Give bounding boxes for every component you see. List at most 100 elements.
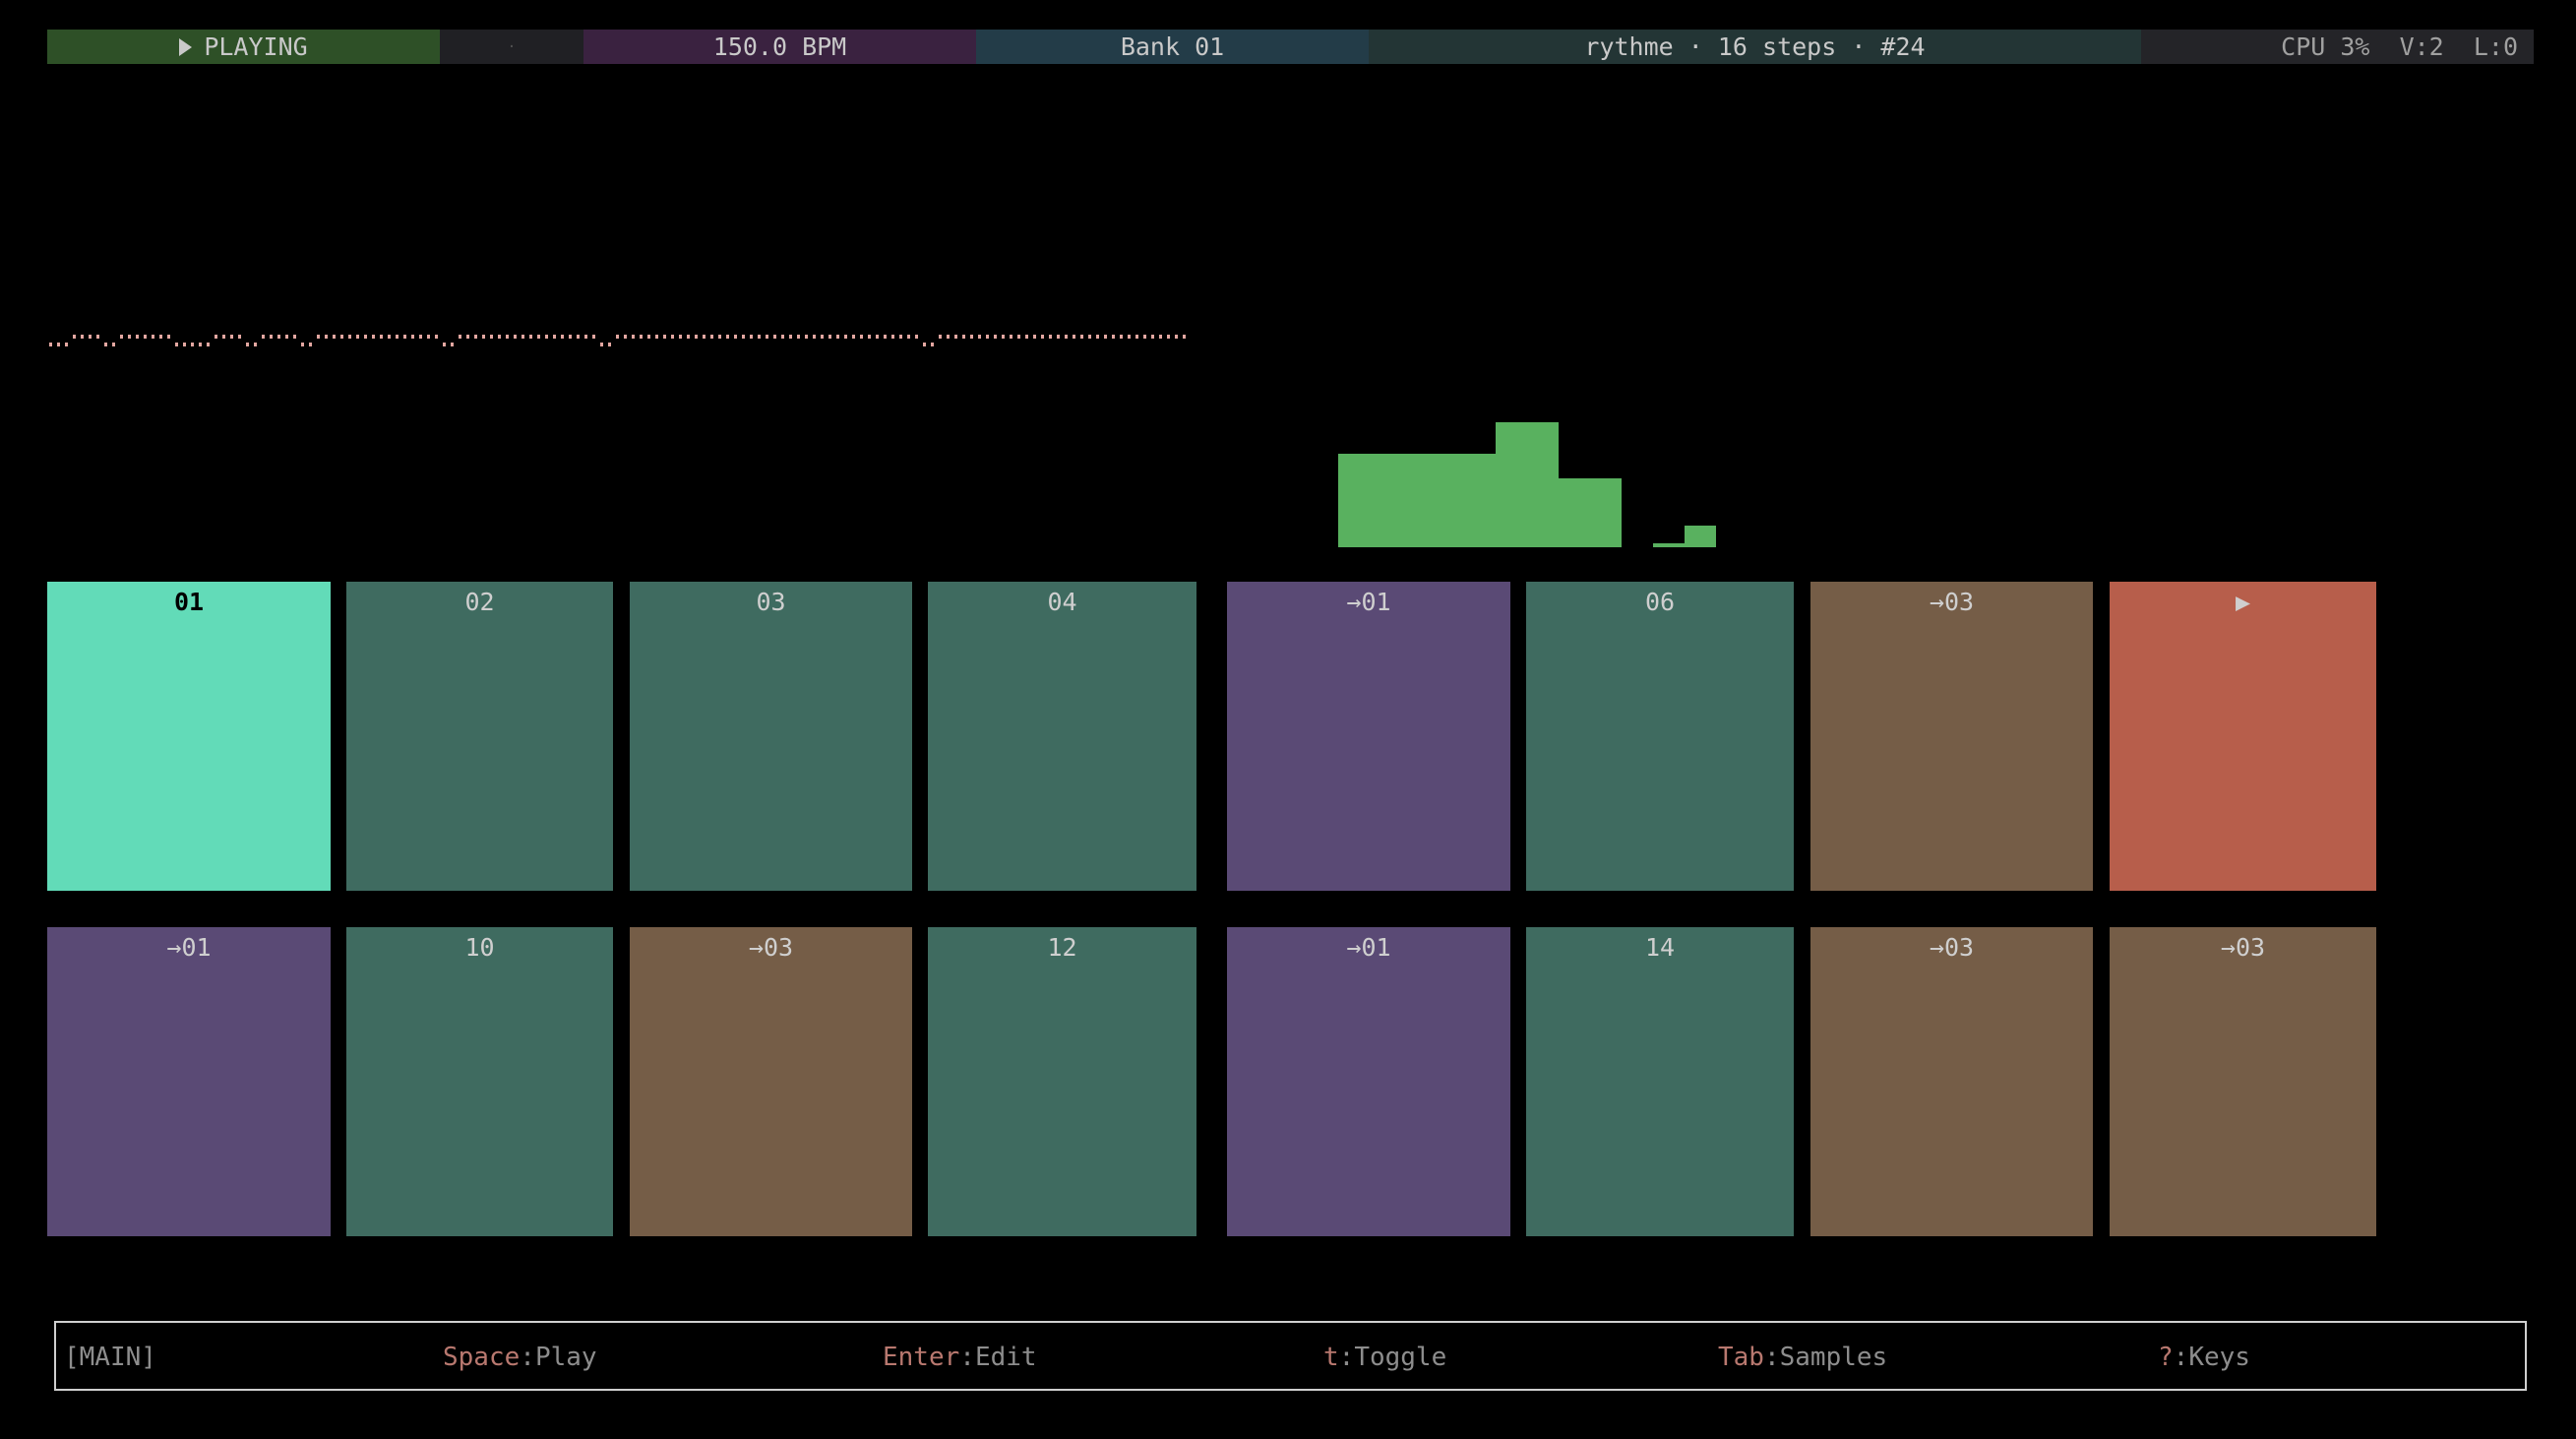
waveform-dot — [907, 335, 910, 339]
pad-label: 01 — [173, 588, 205, 616]
waveform-dot — [506, 335, 509, 339]
pad-4[interactable]: 04 — [928, 582, 1196, 891]
waveform-dot — [1010, 335, 1012, 339]
waveform-dot — [356, 335, 359, 339]
waveform-dot — [191, 343, 194, 346]
waveform-dot — [1065, 335, 1068, 339]
waveform-dot — [640, 335, 643, 339]
waveform-dot — [152, 335, 154, 339]
play-state[interactable]: PLAYING — [47, 30, 440, 64]
waveform-dot — [490, 335, 493, 339]
waveform-dot — [419, 335, 422, 339]
waveform-dot — [781, 335, 784, 339]
pad-8[interactable]: ▶ — [2110, 582, 2376, 891]
waveform-dot — [710, 335, 713, 339]
waveform-dot — [380, 335, 383, 339]
waveform-dot — [758, 335, 761, 339]
waveform-dot — [742, 335, 745, 339]
hint-action: Keys — [2188, 1343, 2250, 1372]
meter-bar — [1653, 543, 1685, 547]
pad-12[interactable]: 12 — [928, 927, 1196, 1236]
waveform-dot — [403, 335, 406, 339]
pad-6[interactable]: 06 — [1526, 582, 1794, 891]
meter-bar — [1685, 526, 1716, 547]
meter-bar — [1433, 454, 1464, 547]
hint-key: Enter — [883, 1343, 960, 1372]
waveform-dot — [592, 335, 595, 339]
pad-11[interactable]: →03 — [630, 927, 912, 1236]
waveform-dot — [285, 335, 288, 339]
pad-label: 04 — [1047, 588, 1077, 616]
waveform-dot — [183, 343, 186, 346]
waveform-dot — [734, 335, 737, 339]
waveform-dot — [805, 335, 808, 339]
waveform-dot — [411, 335, 414, 339]
waveform-dot — [529, 335, 532, 339]
waveform-dot — [545, 335, 548, 339]
waveform-dot — [262, 335, 265, 339]
pad-5[interactable]: →01 — [1227, 582, 1510, 891]
hint-separator: : — [520, 1343, 535, 1372]
pad-13[interactable]: →01 — [1227, 927, 1510, 1236]
waveform-dot — [1096, 335, 1099, 339]
pad-16[interactable]: →03 — [2110, 927, 2376, 1236]
hint-edit: Enter:Edit — [883, 1343, 1037, 1372]
waveform-dot — [616, 335, 619, 339]
waveform-dot — [222, 335, 225, 339]
waveform-dot — [703, 335, 705, 339]
pad-label: 03 — [756, 588, 786, 616]
waveform-dot — [813, 335, 816, 339]
waveform-dot — [1112, 335, 1115, 339]
waveform-dot — [994, 335, 997, 339]
waveform-dot — [584, 335, 587, 339]
waveform-dot — [277, 335, 280, 339]
pad-label: 10 — [464, 933, 495, 962]
waveform-dot — [521, 335, 524, 339]
pad-label: →01 — [1346, 933, 1391, 962]
waveform-dot — [647, 335, 650, 339]
pad-10[interactable]: 10 — [346, 927, 613, 1236]
pad-15[interactable]: →03 — [1810, 927, 2093, 1236]
pad-9[interactable]: →01 — [47, 927, 331, 1236]
waveform-dot — [836, 335, 839, 339]
waveform-dot — [1002, 335, 1005, 339]
waveform-dot — [466, 335, 469, 339]
pad-3[interactable]: 03 — [630, 582, 912, 891]
waveform-dot — [451, 343, 454, 346]
waveform-dot — [600, 343, 603, 346]
pad-7[interactable]: →03 — [1810, 582, 2093, 891]
waveform-dot — [167, 335, 170, 339]
waveform-dot — [986, 335, 989, 339]
pad-label: 14 — [1644, 933, 1676, 962]
pad-label: 02 — [464, 588, 495, 616]
waveform-dot — [608, 343, 611, 346]
meter-bar — [1527, 422, 1559, 547]
waveform-dot — [553, 335, 556, 339]
meter-bar — [1590, 478, 1622, 547]
pattern-info: rythme · 16 steps · #24 — [1369, 30, 2141, 64]
bpm-display[interactable]: 150.0 BPM — [583, 30, 976, 64]
waveform-dot — [89, 335, 92, 339]
waveform-dot — [537, 335, 540, 339]
waveform-dot — [1057, 335, 1060, 339]
waveform-dot — [443, 343, 446, 346]
meter-bar — [1338, 454, 1370, 547]
hint-toggle: t:Toggle — [1323, 1343, 1446, 1372]
waveform-dot — [766, 335, 768, 339]
pad-2[interactable]: 02 — [346, 582, 613, 891]
waveform-dot — [797, 335, 800, 339]
waveform-dot — [427, 335, 430, 339]
meter-bar — [1464, 454, 1496, 547]
waveform-dot — [773, 335, 776, 339]
pad-label: →03 — [748, 933, 794, 962]
bank-display[interactable]: Bank 01 — [976, 30, 1369, 64]
meter-bar — [1370, 454, 1401, 547]
pad-14[interactable]: 14 — [1526, 927, 1794, 1236]
pad-1[interactable]: 01 — [47, 582, 331, 891]
waveform-dot — [1159, 335, 1162, 339]
waveform-dot — [175, 343, 178, 346]
system-stats: CPU 3% V:2 L:0 — [2141, 30, 2534, 64]
waveform-dot — [199, 343, 202, 346]
waveform-dot — [333, 335, 336, 339]
waveform-dot — [624, 335, 627, 339]
